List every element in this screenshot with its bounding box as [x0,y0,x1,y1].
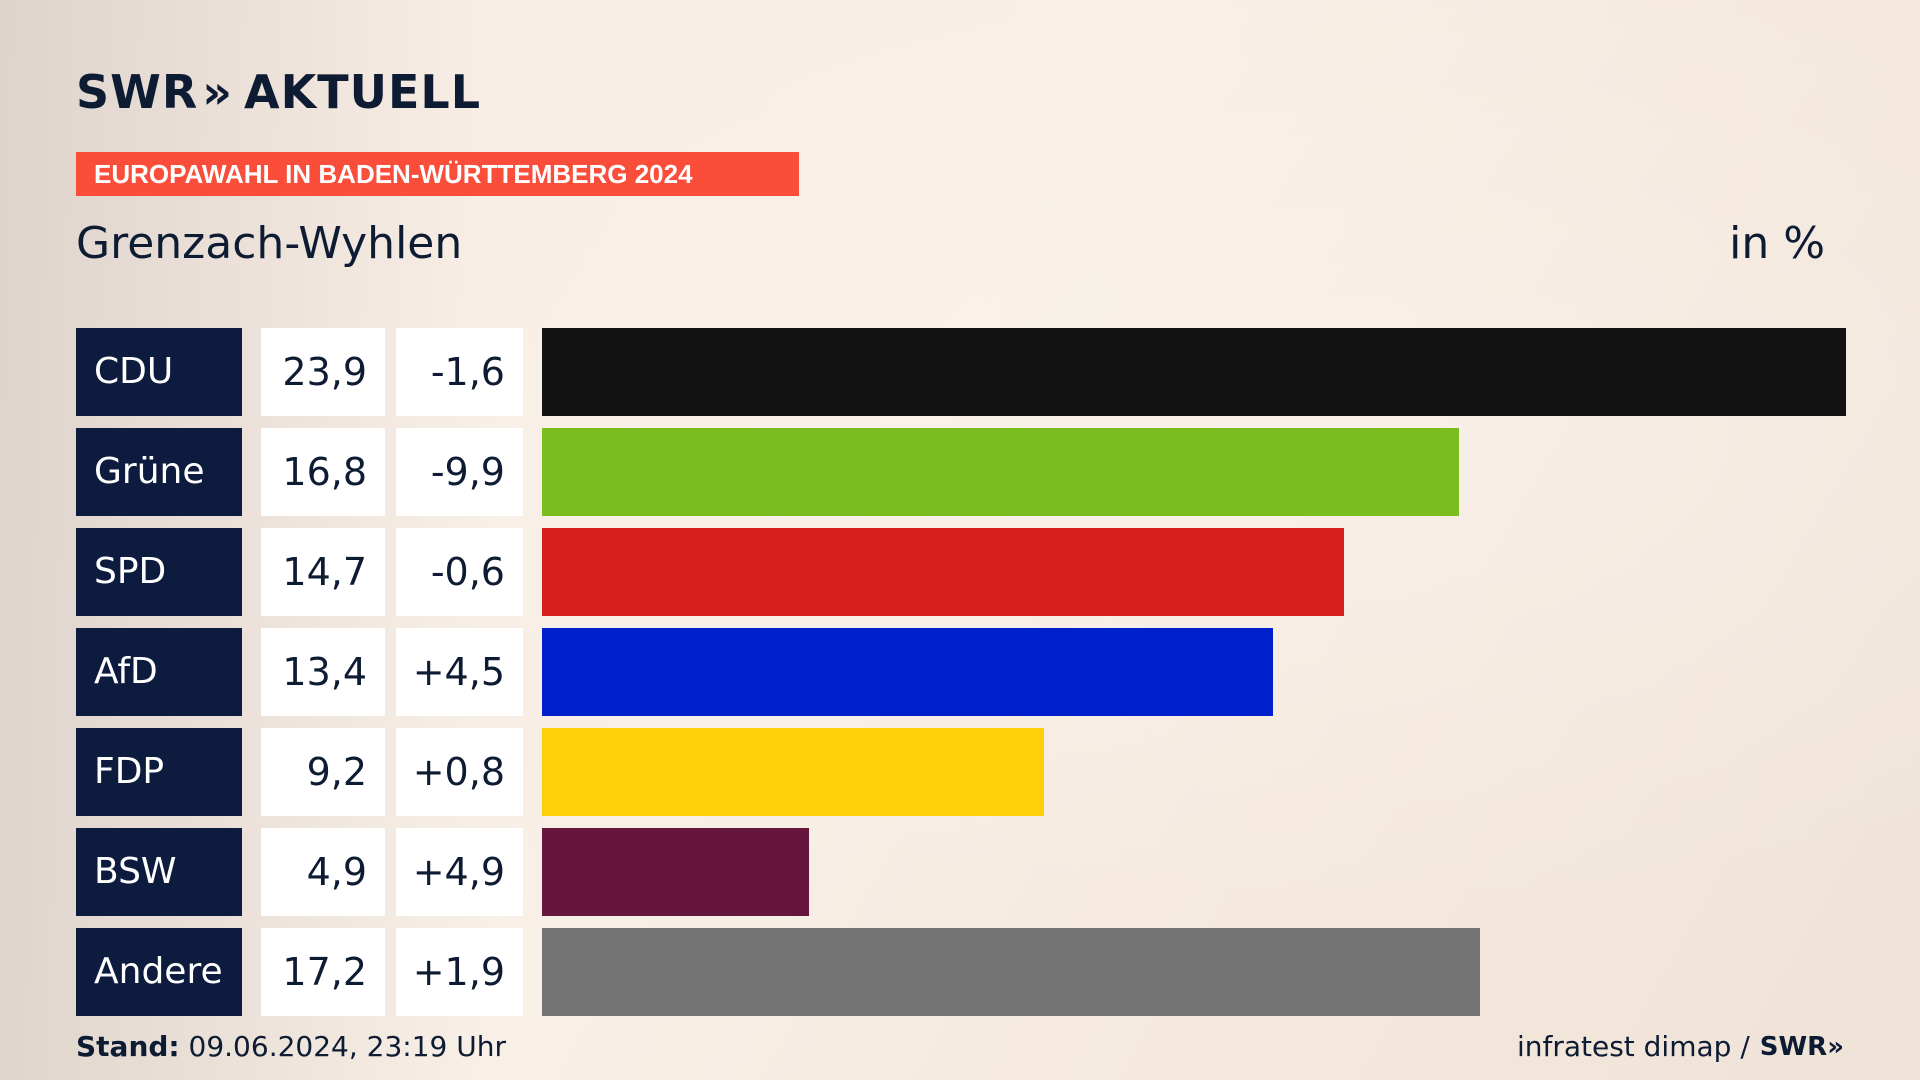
swr-aktuell-logo: SWR » AKTUELL [76,64,481,120]
source-brand: SWR» [1760,1032,1844,1062]
vote-share-bar [542,628,1273,716]
vote-share-label: 9,2 [261,728,385,816]
logo-aktuell: AKTUELL [244,65,482,119]
result-row: SPD 14,7 -0,6 [76,528,1846,616]
vote-share-label: 14,7 [261,528,385,616]
change-label: +4,9 [396,828,523,916]
stand-value: 09.06.2024, 23:19 Uhr [188,1030,506,1063]
vote-share-bar [542,528,1344,616]
vote-share-bar [542,328,1846,416]
result-row: FDP 9,2 +0,8 [76,728,1846,816]
source-text: infratest dimap / [1516,1030,1750,1063]
change-label: +1,9 [396,928,523,1016]
party-label: AfD [76,628,242,716]
place-title: Grenzach-Wyhlen [76,218,463,269]
vote-share-label: 13,4 [261,628,385,716]
unit-label: in % [1729,218,1825,269]
change-label: -1,6 [396,328,523,416]
result-row: BSW 4,9 +4,9 [76,828,1846,916]
change-label: +4,5 [396,628,523,716]
source-brand-name: SWR [1759,1031,1828,1062]
timestamp: Stand: 09.06.2024, 23:19 Uhr [76,1030,506,1063]
party-label: Grüne [76,428,242,516]
result-row: CDU 23,9 -1,6 [76,328,1846,416]
party-label: FDP [76,728,242,816]
source-credit: infratest dimap / SWR» [1517,1030,1844,1063]
vote-share-label: 4,9 [261,828,385,916]
result-row: Andere 17,2 +1,9 [76,928,1846,1016]
source-chevron-icon: » [1827,1031,1844,1062]
stand-label: Stand: [76,1030,180,1063]
election-kicker: EUROPAWAHL IN BADEN-WÜRTTEMBERG 2024 [76,152,799,196]
vote-share-bar [542,928,1480,1016]
party-label: SPD [76,528,242,616]
result-row: Grüne 16,8 -9,9 [76,428,1846,516]
vote-share-label: 17,2 [261,928,385,1016]
party-label: Andere [76,928,242,1016]
result-row: AfD 13,4 +4,5 [76,628,1846,716]
party-label: BSW [76,828,242,916]
vote-share-label: 16,8 [261,428,385,516]
vote-share-bar [542,828,809,916]
change-label: -0,6 [396,528,523,616]
logo-swr: SWR [76,65,199,119]
change-label: -9,9 [396,428,523,516]
vote-share-bar [542,728,1044,816]
party-label: CDU [76,328,242,416]
vote-share-label: 23,9 [261,328,385,416]
vote-share-bar [542,428,1459,516]
change-label: +0,8 [396,728,523,816]
